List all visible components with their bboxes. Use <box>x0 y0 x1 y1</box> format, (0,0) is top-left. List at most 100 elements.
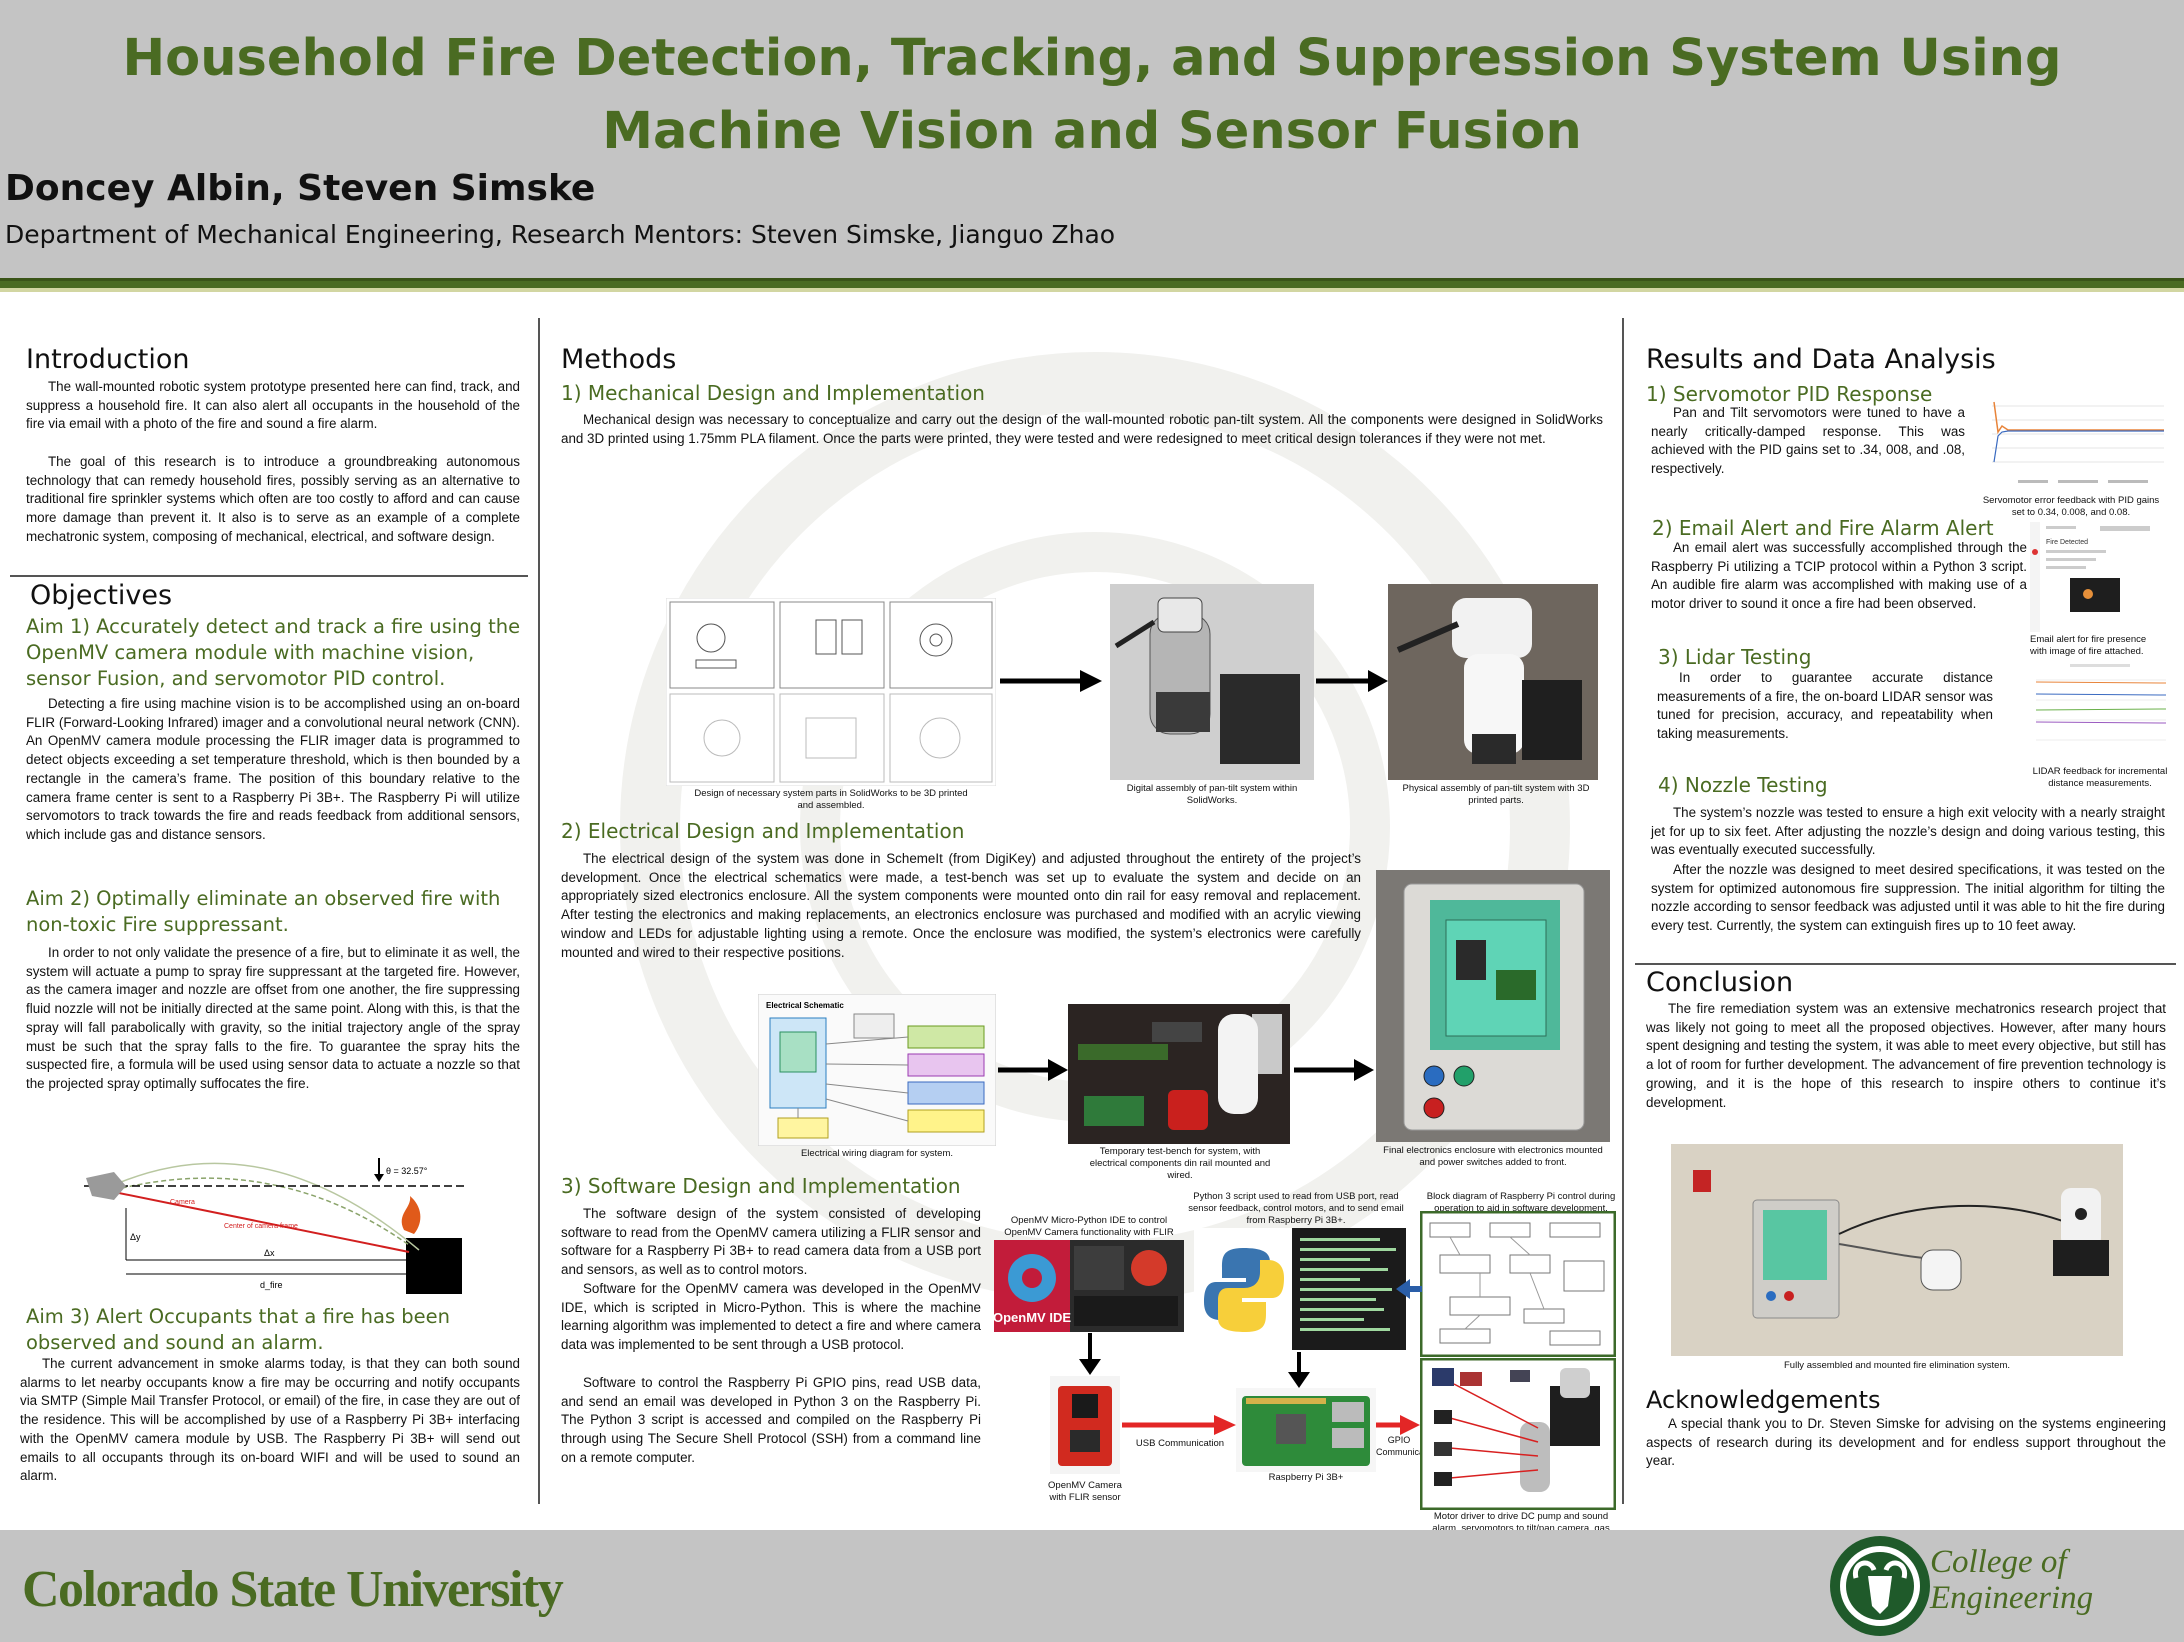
header-band <box>0 278 2184 292</box>
poster-authors: Doncey Albin, Steven Simske <box>5 168 596 209</box>
aim2-heading: Aim 2) Optimally eliminate an observed f… <box>26 887 501 936</box>
acknowledgements-heading: Acknowledgements <box>1646 1386 1881 1414</box>
nozzle-heading: 4) Nozzle Testing <box>1658 773 1828 797</box>
elec-text: The electrical design of the system was … <box>561 851 1361 960</box>
camera-label: Camera <box>170 1199 195 1206</box>
gpio-arrow <box>1376 1415 1420 1435</box>
openmv-camera-photo <box>1050 1376 1120 1474</box>
csu-logo-text: Colorado State University <box>22 1561 564 1618</box>
elec-caption-2: Temporary test-bench for system, with el… <box>1089 1146 1271 1181</box>
lidar-caption: LIDAR feedback for incremental distance … <box>2032 766 2168 789</box>
pid-response-chart <box>1978 392 2168 492</box>
dy-label: Δy <box>130 1232 141 1242</box>
conclusion-text: The fire remediation system was an exten… <box>1646 1001 2166 1110</box>
physical-assembly-photo <box>1388 584 1598 780</box>
sw-caption-pi: Raspberry Pi 3B+ <box>1268 1472 1344 1483</box>
college-line-2: Engineering <box>1930 1580 2094 1616</box>
arrow-right <box>1000 670 1102 692</box>
mech-caption-2: Digital assembly of pan-tilt system with… <box>1126 783 1298 806</box>
email-alert-screenshot: Fire Detected <box>2030 522 2170 632</box>
lidar-feedback-chart <box>2030 660 2170 760</box>
lidar-text: In order to guarantee accurate distance … <box>1657 670 1993 742</box>
college-of-engineering-text: College of Engineering <box>1930 1544 2093 1616</box>
ram-logo-icon <box>1830 1536 1930 1636</box>
aim3-heading: Aim 3) Alert Occupants that a fire has b… <box>26 1305 451 1354</box>
dx-label: Δx <box>264 1248 275 1258</box>
introduction-heading: Introduction <box>26 344 190 375</box>
introduction-text: The wall-mounted robotic system prototyp… <box>26 379 520 432</box>
sw-text-3: Software to control the Raspberry Pi GPI… <box>561 1375 981 1465</box>
mech-caption-3: Physical assembly of pan-tilt system wit… <box>1402 783 1590 806</box>
sw-text-2: Software for the OpenMV camera was devel… <box>561 1281 981 1353</box>
conclusion-heading: Conclusion <box>1646 967 1794 998</box>
elec-heading: 2) Electrical Design and Implementation <box>561 819 965 843</box>
column-divider <box>1622 318 1624 1504</box>
pid-caption: Servomotor error feedback with PID gains… <box>1982 495 2160 518</box>
motor-driver-sensors-figure <box>1420 1358 1616 1510</box>
section-divider <box>1635 963 2176 965</box>
nozzle-text-2: After the nozzle was designed to meet de… <box>1651 862 2165 934</box>
block-diagram-figure <box>1420 1211 1616 1357</box>
email-subject: Fire Detected <box>2046 539 2088 546</box>
poster-header: Household Fire Detection, Tracking, and … <box>0 0 2184 278</box>
arrow-right <box>1294 1059 1374 1081</box>
arrow-right <box>998 1059 1068 1081</box>
electrical-schematic-figure: Electrical Schematic <box>758 994 996 1146</box>
mech-heading: 1) Mechanical Design and Implementation <box>561 381 985 405</box>
sw-heading: 3) Software Design and Implementation <box>561 1174 961 1198</box>
mech-caption-1: Design of necessary system parts in Soli… <box>694 788 968 811</box>
sw-caption-block: Block diagram of Raspberry Pi control du… <box>1426 1191 1616 1214</box>
mounted-system-photo <box>1671 1144 2123 1356</box>
test-bench-photo <box>1068 1004 1290 1144</box>
aim1-text: Detecting a fire using machine vision is… <box>26 696 520 842</box>
poster-footer: Colorado State University <box>0 1530 2184 1642</box>
lidar-heading: 3) Lidar Testing <box>1658 645 1812 669</box>
sw-text-1: The software design of the system consis… <box>561 1206 981 1278</box>
arrow-left-blue <box>1396 1279 1422 1299</box>
schematic-title: Electrical Schematic <box>766 1001 844 1010</box>
electronics-enclosure-photo <box>1376 870 1610 1142</box>
aim3-text: The current advancement in smoke alarms … <box>20 1356 520 1484</box>
results-heading: Results and Data Analysis <box>1646 344 1996 375</box>
arrow-down <box>1288 1352 1310 1388</box>
mech-text: Mechanical design was necessary to conce… <box>561 412 1603 446</box>
usb-arrow <box>1122 1415 1236 1435</box>
sw-caption-python: Python 3 script used to read from USB po… <box>1188 1191 1404 1226</box>
aim1-heading: Aim 1) Accurately detect and track a fir… <box>26 615 521 690</box>
college-line-1: College of <box>1930 1544 2067 1580</box>
methods-heading: Methods <box>561 344 677 375</box>
python-script-screenshot <box>1194 1228 1406 1350</box>
center-frame-label: Center of camera frame <box>224 1223 298 1230</box>
gpio-label: GPIO Communication <box>1376 1435 1439 1457</box>
raspberry-pi-photo <box>1236 1388 1376 1472</box>
arrow-down <box>1079 1333 1101 1375</box>
email-caption: Email alert for fire presence with image… <box>2030 634 2147 657</box>
poster-title: Household Fire Detection, Tracking, and … <box>122 29 2062 161</box>
objectives-heading: Objectives <box>30 580 173 611</box>
nozzle-text-1: The system’s nozzle was tested to ensure… <box>1651 805 2165 858</box>
email-heading: 2) Email Alert and Fire Alarm Alert <box>1652 516 1994 540</box>
usb-label: USB Communication <box>1135 1438 1225 1449</box>
poster-department: Department of Mechanical Engineering, Re… <box>5 220 1116 249</box>
aim2-text: In order to not only validate the presen… <box>26 945 520 1091</box>
mounted-system-caption: Fully assembled and mounted fire elimina… <box>1784 1360 2010 1371</box>
column-divider <box>538 318 540 1504</box>
openmv-ide-screenshot: OpenMV IDE <box>994 1240 1184 1332</box>
sw-caption-camera: OpenMV Camera with FLIR sensor <box>1048 1480 1122 1503</box>
email-text: An email alert was successfully accompli… <box>1651 540 2027 612</box>
acknowledgements-text: A special thank you to Dr. Steven Simske… <box>1646 1416 2166 1469</box>
dfire-label: d_fire <box>260 1280 283 1290</box>
theta-label: θ = 32.57° <box>386 1166 428 1176</box>
elec-caption-1: Electrical wiring diagram for system. <box>800 1148 954 1159</box>
digital-assembly-figure <box>1110 584 1314 780</box>
openmv-ide-label: OpenMV IDE <box>994 1310 1071 1325</box>
pid-text: Pan and Tilt servomotors were tuned to h… <box>1651 405 1965 477</box>
solidworks-drawings-figure <box>666 598 996 786</box>
introduction-text: The goal of this research is to introduc… <box>26 454 520 544</box>
section-divider <box>10 575 528 577</box>
elec-caption-3: Final electronics enclosure with electro… <box>1383 1145 1603 1168</box>
arrow-right <box>1316 670 1388 692</box>
spray-trajectory-diagram: θ = 32.57° Δy Δx d_fire Camera Center of… <box>84 1158 464 1294</box>
pid-heading: 1) Servomotor PID Response <box>1646 382 1933 406</box>
